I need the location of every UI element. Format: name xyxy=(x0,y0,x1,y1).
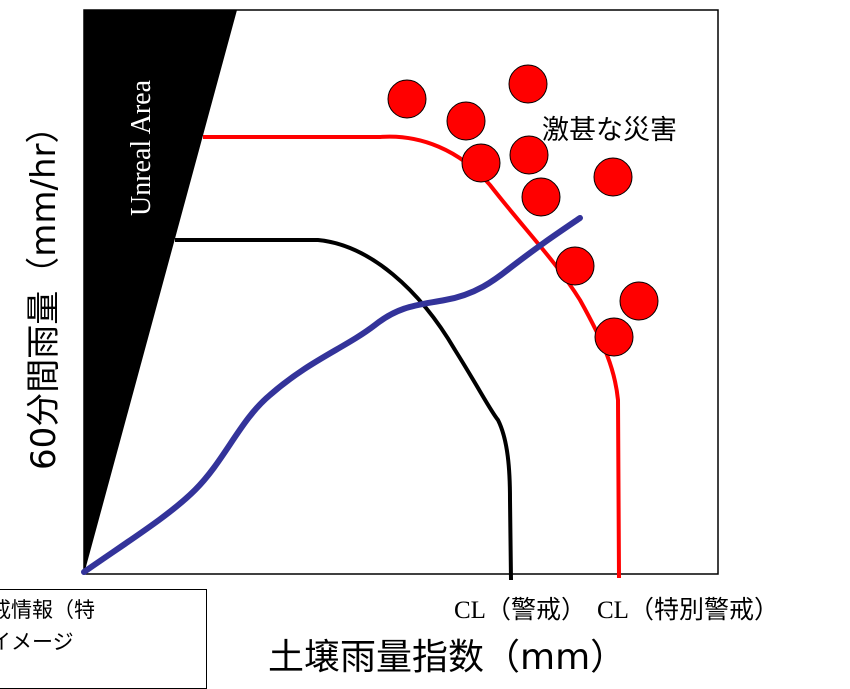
disaster-point xyxy=(619,281,659,321)
disaster-points xyxy=(387,64,659,357)
severe-disaster-label: 激甚な災害 xyxy=(542,115,677,146)
cl-special-warning-label: CL（特別警戒） xyxy=(597,597,779,624)
snake-line xyxy=(81,215,583,575)
legend-box: 警戒情報（特 のイメージ xyxy=(0,589,207,689)
cl-warning-label: CL（警戒） xyxy=(454,597,586,624)
disaster-point xyxy=(521,177,561,217)
disaster-point xyxy=(461,143,501,183)
unreal-area-label: Unreal Area xyxy=(126,79,157,216)
unreal-area xyxy=(84,10,237,574)
y-axis-label: 60分間雨量（mm/hr） xyxy=(24,110,64,471)
disaster-point xyxy=(509,135,549,175)
disaster-point xyxy=(593,157,633,197)
legend-line-2: のイメージ xyxy=(0,630,74,654)
x-axis-label: 土壌雨量指数（mm） xyxy=(268,637,627,678)
cl-warning-curve xyxy=(175,238,513,581)
cl-special-warning-curve xyxy=(203,134,621,579)
disaster-point xyxy=(387,79,427,119)
disaster-point xyxy=(446,101,486,141)
legend-line-1: 警戒情報（特 xyxy=(0,598,95,622)
disaster-point xyxy=(594,317,634,357)
disaster-point xyxy=(555,246,595,286)
disaster-point xyxy=(508,64,548,104)
